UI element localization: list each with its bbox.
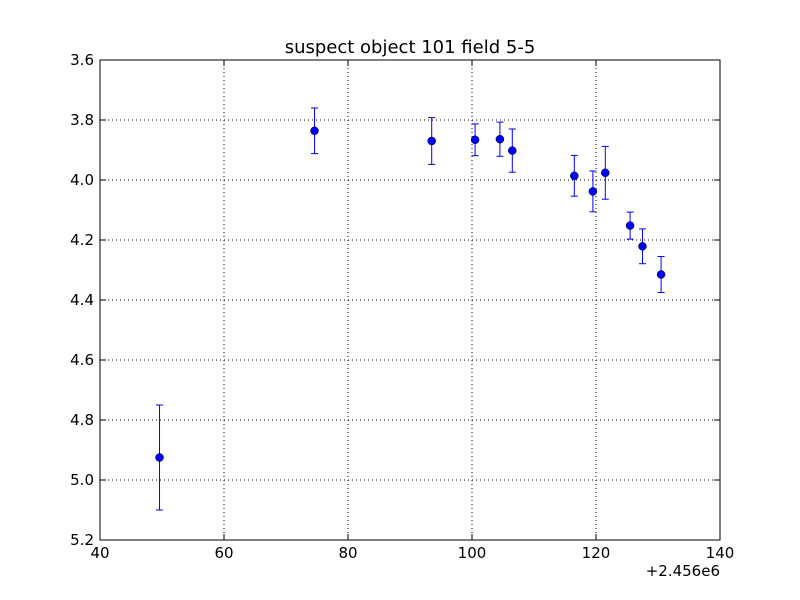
data-point-group bbox=[656, 256, 666, 293]
data-point-group bbox=[470, 123, 480, 157]
data-point bbox=[570, 171, 579, 181]
data-point bbox=[495, 134, 505, 144]
data-point bbox=[508, 146, 517, 155]
x-tick-label: 140 bbox=[706, 544, 735, 562]
data-point bbox=[625, 221, 635, 230]
x-tick-label: 100 bbox=[458, 544, 487, 562]
x-offset-label: +2.456e6 bbox=[646, 562, 720, 580]
data-point-group bbox=[495, 121, 505, 157]
y-tick-label: 3.8 bbox=[70, 111, 94, 129]
data-point bbox=[427, 136, 436, 146]
data-point-group bbox=[570, 154, 579, 197]
y-tick-label: 3.6 bbox=[70, 51, 94, 69]
data-point bbox=[310, 126, 319, 136]
y-tick-label: 4.6 bbox=[70, 351, 94, 369]
data-series bbox=[155, 107, 666, 511]
data-point-group bbox=[508, 128, 517, 173]
data-point bbox=[588, 187, 598, 196]
data-point-group bbox=[625, 211, 635, 240]
x-tick-label: 40 bbox=[90, 544, 109, 562]
data-point-group bbox=[638, 228, 647, 265]
data-point bbox=[656, 270, 666, 279]
data-point-group bbox=[310, 107, 319, 155]
data-point bbox=[470, 135, 480, 145]
data-point-group bbox=[155, 404, 164, 511]
data-point-group bbox=[588, 170, 598, 213]
data-point bbox=[638, 242, 647, 251]
x-tick-label: 60 bbox=[214, 544, 233, 562]
axes: 40 60 80 100 120 140 3.6 3.8 4.0 4.2 4.4 4.6 4.8 5.0 5… bbox=[70, 51, 734, 562]
y-tick-label: 4.8 bbox=[70, 411, 94, 429]
y-tick-label: 4.2 bbox=[70, 231, 94, 249]
y-tick-label: 5.2 bbox=[70, 531, 94, 549]
grid-lines bbox=[100, 60, 720, 540]
data-point-group bbox=[427, 117, 436, 165]
y-tick-label: 4.4 bbox=[70, 291, 94, 309]
y-tick-label: 5.0 bbox=[70, 471, 94, 489]
x-tick-label: 120 bbox=[582, 544, 611, 562]
data-point bbox=[601, 168, 610, 178]
data-point bbox=[155, 453, 164, 462]
x-tick-label: 80 bbox=[338, 544, 357, 562]
y-tick-label: 4.0 bbox=[70, 171, 94, 189]
data-point-group bbox=[601, 145, 610, 200]
chart-title: suspect object 101 field 5-5 bbox=[285, 37, 536, 58]
